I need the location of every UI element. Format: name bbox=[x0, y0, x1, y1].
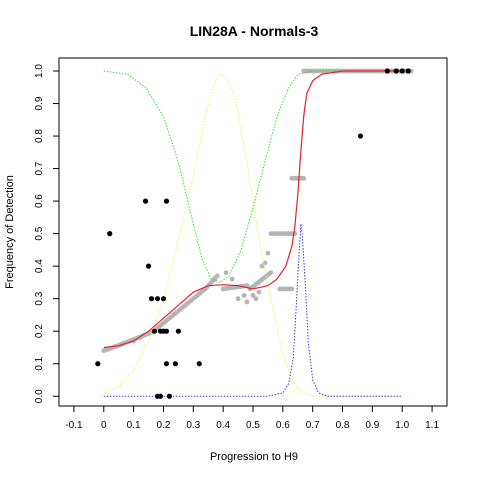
chart-title: LIN28A - Normals-3 bbox=[190, 23, 319, 39]
fit-line bbox=[103, 70, 403, 349]
gray-point bbox=[265, 250, 271, 256]
black-point bbox=[154, 296, 161, 302]
gray-point bbox=[268, 270, 274, 276]
black-point bbox=[163, 198, 170, 204]
black-point bbox=[95, 361, 101, 367]
gray-point bbox=[223, 270, 229, 276]
gray-point bbox=[301, 175, 307, 181]
y-tick-label: 0.1 bbox=[34, 356, 45, 370]
black-point bbox=[148, 296, 155, 302]
black-point bbox=[405, 68, 411, 74]
black-point bbox=[160, 296, 167, 302]
x-axis: -0.1 0 0.1 0.2 0.3 0.4 0.5 0.6 0.7 0.8 0.9 1.0 1.1 bbox=[65, 406, 439, 431]
x-tick-label: 1.0 bbox=[395, 420, 409, 431]
black-point bbox=[399, 68, 405, 74]
x-axis-label: Progression to H9 bbox=[210, 451, 298, 463]
y-tick-label: 0.4 bbox=[34, 259, 45, 273]
gray-point bbox=[244, 299, 250, 305]
gray-point bbox=[253, 296, 259, 302]
black-point bbox=[196, 361, 202, 367]
y-tick-label: 1.0 bbox=[34, 64, 45, 78]
x-tick-label: 0.1 bbox=[127, 420, 141, 431]
x-tick-label: 0.5 bbox=[246, 420, 260, 431]
black-point bbox=[393, 68, 399, 74]
black-point bbox=[157, 393, 164, 399]
gray-point bbox=[256, 289, 262, 295]
black-point bbox=[163, 328, 170, 334]
black-point bbox=[163, 361, 170, 367]
black-point bbox=[142, 198, 149, 204]
black-point bbox=[384, 68, 390, 74]
x-tick-label: 0.8 bbox=[336, 420, 350, 431]
black-point bbox=[175, 328, 181, 334]
black-points-series bbox=[95, 68, 411, 399]
y-tick-label: 0.9 bbox=[34, 96, 45, 110]
gray-point bbox=[259, 263, 265, 269]
x-tick-label: 0 bbox=[101, 420, 107, 431]
x-tick-label: 0.7 bbox=[306, 420, 320, 431]
black-point bbox=[357, 133, 364, 139]
y-tick-label: 0.3 bbox=[34, 291, 45, 305]
x-tick-label: 0.2 bbox=[157, 420, 171, 431]
y-tick-label: 0.7 bbox=[34, 161, 45, 175]
x-tick-label: 1.1 bbox=[425, 420, 439, 431]
gray-point bbox=[289, 286, 295, 292]
y-tick-label: 0.8 bbox=[34, 129, 45, 143]
y-axis-label: Frequency of Detection bbox=[4, 175, 16, 289]
y-tick-label: 0.6 bbox=[34, 194, 45, 208]
y-tick-label: 0.5 bbox=[34, 226, 45, 240]
y-axis: 0.0 0.1 0.2 0.3 0.4 0.5 0.6 0.7 0.8 0.9 1.0 bbox=[34, 64, 59, 403]
black-point bbox=[166, 393, 173, 399]
gray-point bbox=[241, 293, 247, 298]
x-tick-label: 0.4 bbox=[216, 420, 230, 431]
y-tick-label: 0.0 bbox=[34, 389, 45, 403]
gray-point bbox=[214, 273, 220, 279]
x-tick-label: 0.6 bbox=[276, 420, 290, 431]
x-tick-label: 0.9 bbox=[365, 420, 379, 431]
curves bbox=[103, 70, 403, 397]
x-tick-label: 0.3 bbox=[186, 420, 200, 431]
gray-point bbox=[235, 296, 241, 302]
black-point bbox=[145, 263, 152, 269]
gray-point bbox=[250, 293, 256, 298]
black-point bbox=[107, 231, 113, 237]
gray-point bbox=[229, 276, 235, 282]
blue-curve bbox=[103, 223, 403, 397]
y-tick-label: 0.2 bbox=[34, 324, 45, 338]
black-point bbox=[151, 328, 158, 334]
x-tick-label: -0.1 bbox=[65, 420, 83, 431]
black-point bbox=[172, 361, 178, 367]
green-curve bbox=[103, 70, 403, 283]
